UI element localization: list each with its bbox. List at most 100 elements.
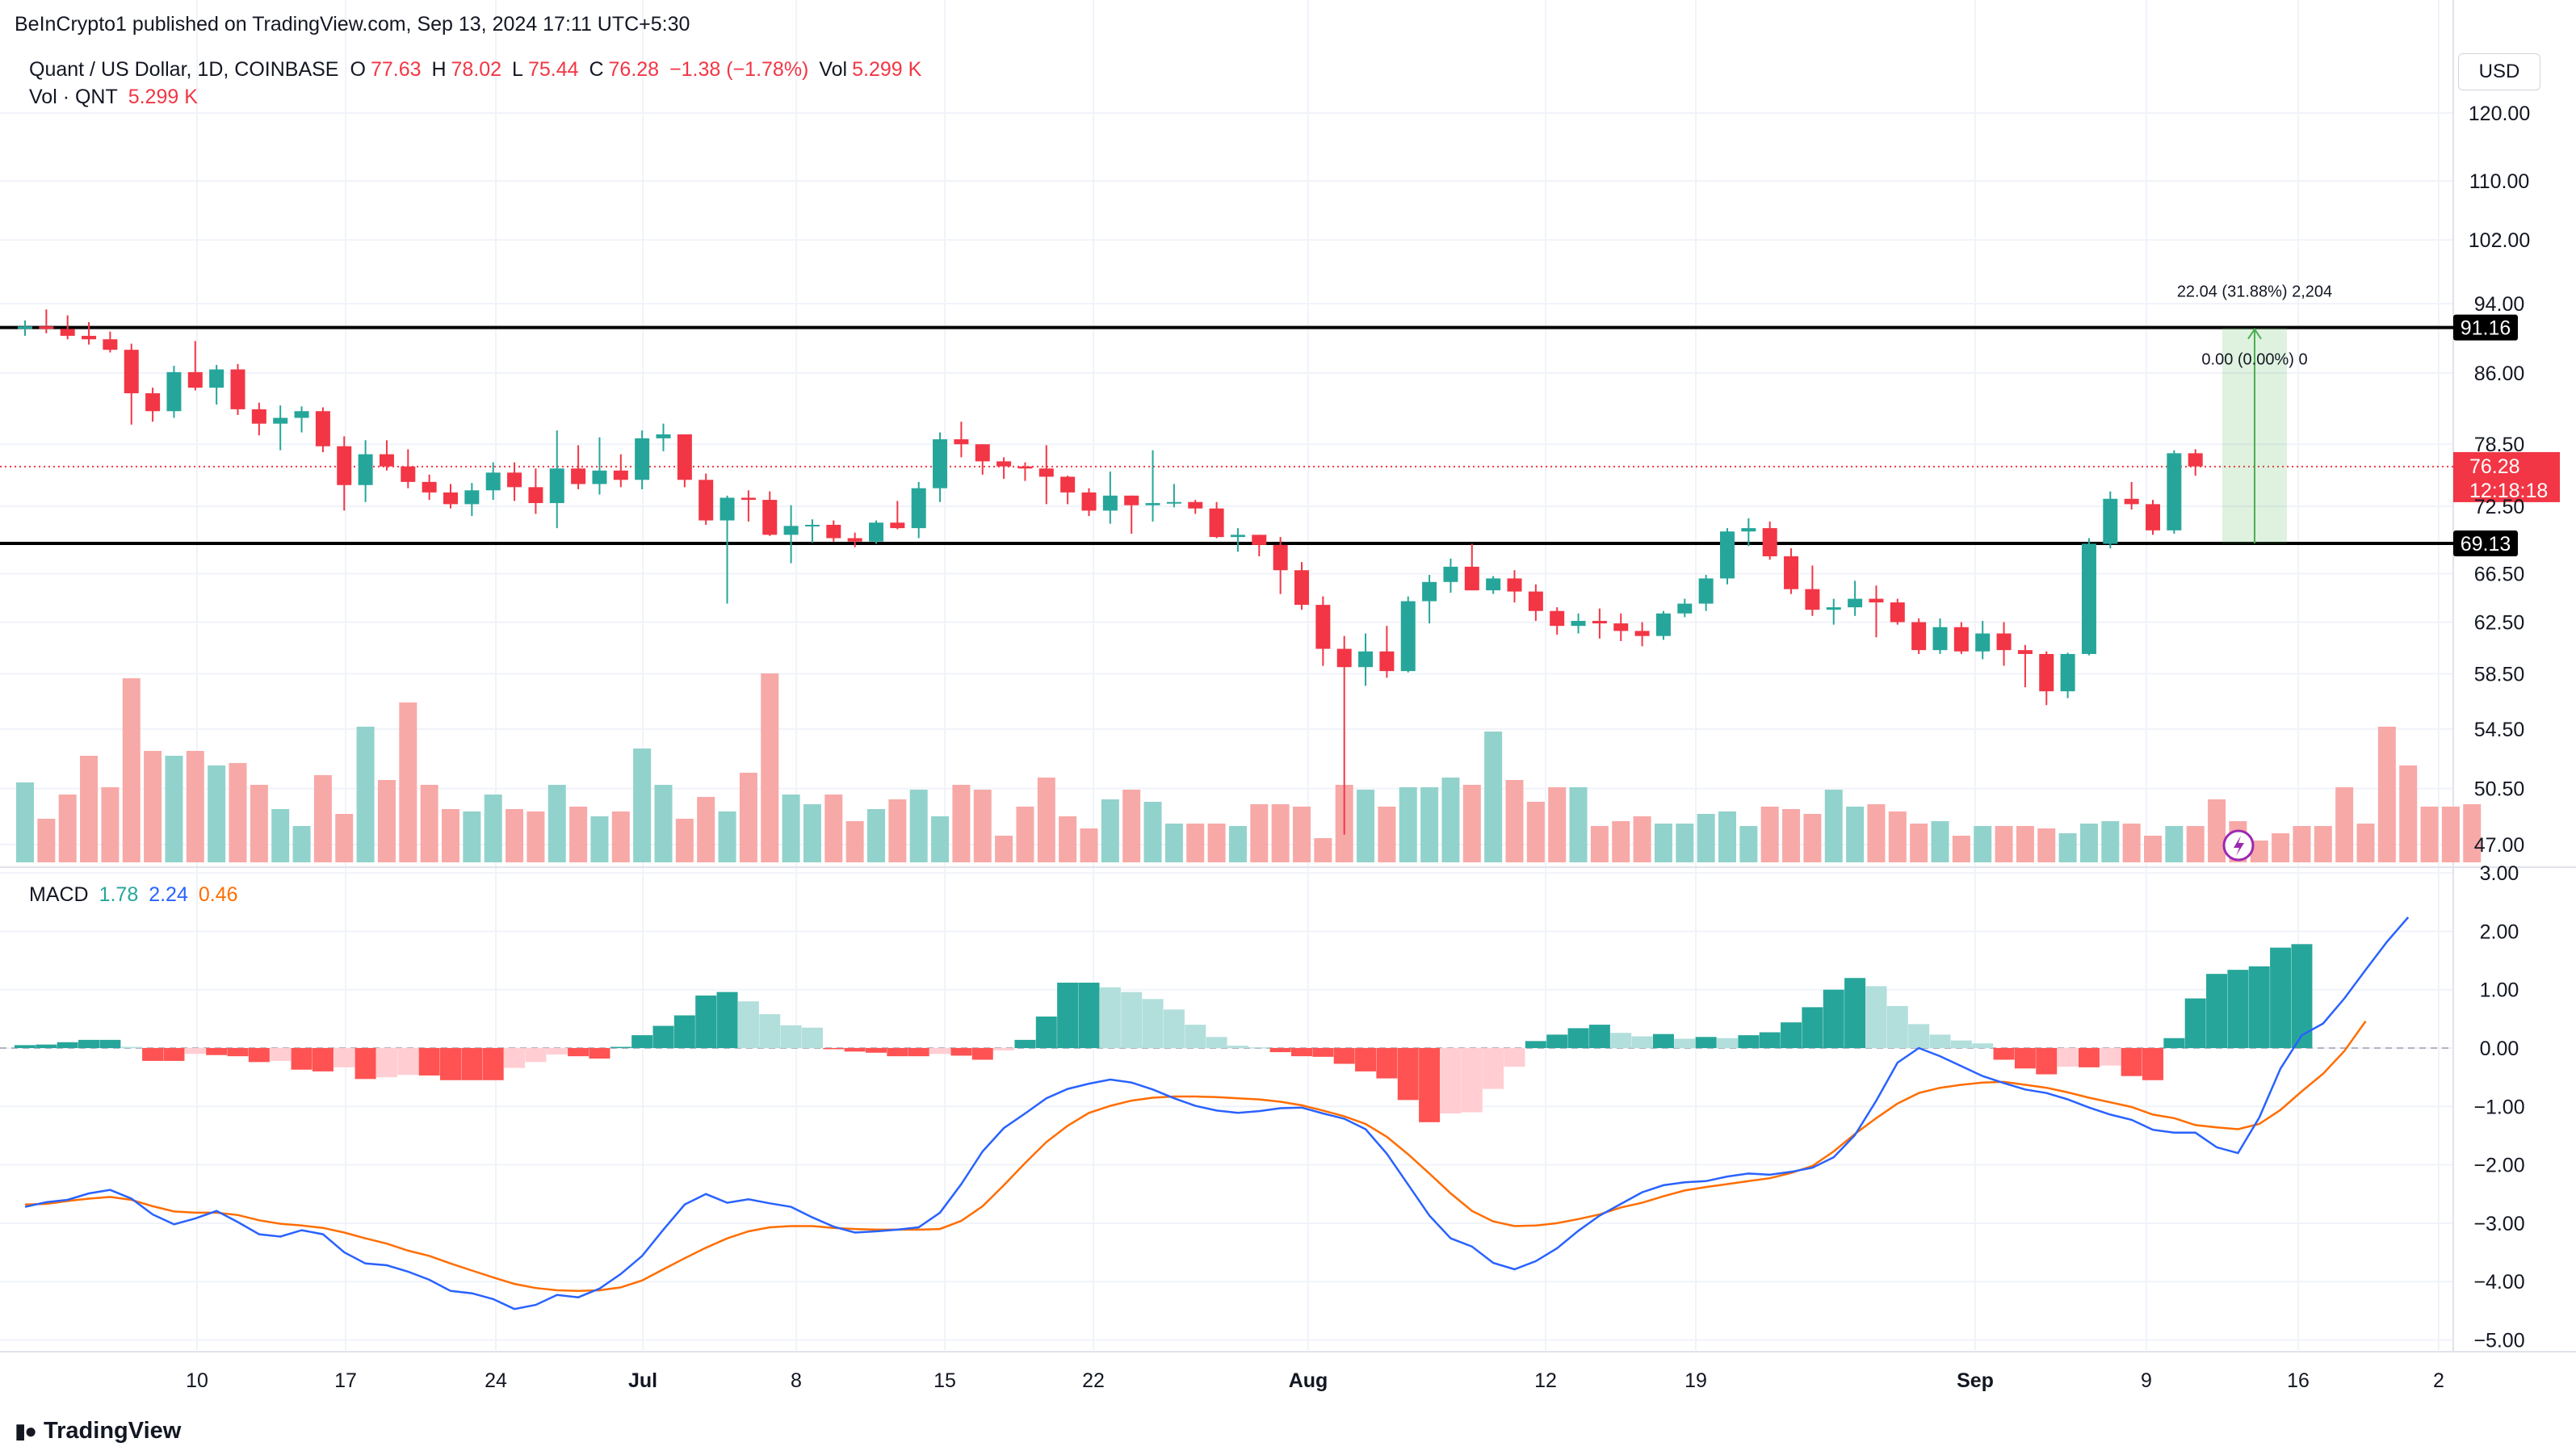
candle-body	[1634, 631, 1650, 636]
macd-histogram-bar	[1227, 1046, 1248, 1048]
candle-body	[1528, 591, 1543, 611]
volume-bar	[101, 787, 120, 862]
candle-body	[103, 339, 118, 350]
volume-bar	[271, 809, 290, 862]
volume-bar	[1995, 826, 2013, 862]
macd-histogram-bar	[1440, 1048, 1462, 1113]
volume-bar	[420, 785, 438, 862]
volume-bar	[1186, 824, 1205, 862]
macd-histogram-bar	[1163, 1009, 1185, 1048]
macd-histogram-bar	[206, 1048, 228, 1055]
volume-bar	[1314, 838, 1332, 862]
volume-bar	[569, 807, 588, 862]
volume-bar	[782, 795, 800, 862]
candle-body	[1464, 566, 1479, 591]
macd-legend-hist: 1.78	[99, 883, 139, 906]
volume-bar	[973, 790, 992, 862]
macd-histogram-bar	[1269, 1048, 1291, 1053]
candle-body	[1038, 468, 1054, 477]
volume-bar	[484, 795, 502, 862]
macd-histogram-bar	[780, 1025, 802, 1048]
candle-body	[273, 417, 288, 424]
volume-bar	[463, 811, 481, 862]
volume-bar	[1654, 824, 1672, 862]
volume-bar	[1101, 799, 1119, 862]
volume-bar	[144, 751, 162, 862]
legend-close-label: C	[589, 58, 604, 81]
tradingview-logo: ▮● TradingView	[15, 1418, 181, 1445]
currency-button[interactable]: USD	[2458, 53, 2540, 90]
legend-open-label: O	[350, 58, 366, 81]
candle-body	[762, 500, 778, 535]
candle-body	[2060, 653, 2075, 692]
macd-histogram-bar	[1078, 983, 1100, 1048]
volume-bar	[2058, 833, 2077, 862]
volume-bar	[1462, 785, 1481, 862]
volume-bar	[2208, 799, 2226, 862]
macd-histogram-bar	[142, 1048, 164, 1061]
candle-body	[1102, 495, 1118, 511]
macd-histogram-bar	[184, 1048, 206, 1055]
macd-tick-label: −3.00	[2473, 1213, 2524, 1235]
macd-histogram-bar	[334, 1048, 355, 1067]
macd-histogram-bar	[1248, 1047, 1270, 1049]
legend-change: −1.38 (−1.78%)	[669, 58, 809, 81]
volume-bar	[1974, 826, 1992, 862]
macd-histogram-bar	[2078, 1048, 2100, 1067]
legend-vol-value: 5.299 K	[852, 58, 922, 81]
macd-histogram-bar	[2163, 1038, 2185, 1048]
candle-body	[1784, 556, 1799, 589]
candle-body	[124, 350, 139, 394]
macd-histogram-bar	[78, 1039, 100, 1048]
volume-bar	[2314, 826, 2332, 862]
volume-bar	[633, 748, 652, 862]
macd-histogram-bar	[504, 1048, 526, 1068]
macd-histogram-bar	[993, 1048, 1015, 1050]
macd-histogram-bar	[2121, 1048, 2142, 1076]
candle-body	[1443, 566, 1458, 582]
macd-histogram-bar	[2036, 1048, 2058, 1075]
volume-bar	[80, 756, 99, 862]
volume-bar	[1037, 778, 1055, 862]
candle-body	[2167, 453, 2182, 530]
macd-tick-label: −1.00	[2473, 1096, 2524, 1118]
candle-body	[2103, 498, 2118, 544]
macd-histogram-bar	[1588, 1025, 1610, 1048]
candlesticks	[18, 309, 2203, 835]
candle-body	[804, 524, 820, 526]
volume-bar	[1357, 790, 1375, 862]
macd-histogram-bar	[1610, 1033, 1632, 1048]
candle-body	[1188, 501, 1203, 509]
macd-legend: MACD 1.78 2.24 0.46	[29, 883, 242, 907]
candle-body	[294, 411, 309, 418]
candle-body	[1826, 607, 1841, 610]
volume-bar	[1250, 804, 1269, 862]
volume-bar	[2101, 821, 2120, 862]
macd-tick-label: 1.00	[2480, 979, 2519, 1002]
level-label-0: 91.16	[2461, 317, 2511, 340]
macd-histogram-bar	[844, 1048, 866, 1052]
candle-body	[1486, 578, 1501, 591]
candle-body	[1698, 578, 1714, 604]
volume-bar	[1164, 824, 1183, 862]
candle-body	[1273, 544, 1288, 571]
candle-body	[826, 524, 841, 539]
level-tag-1	[2453, 530, 2518, 557]
candle-body	[1677, 603, 1693, 614]
volume-bar	[1888, 811, 1907, 862]
volume-bar	[654, 785, 673, 862]
macd-histogram-bar	[2227, 970, 2249, 1048]
candle-body	[635, 438, 650, 480]
volume-bar	[1271, 804, 1290, 862]
macd-histogram-bar	[568, 1048, 589, 1057]
candle-body	[869, 522, 883, 542]
candle-body	[1613, 623, 1629, 631]
price-tick-label: 54.50	[2474, 719, 2525, 741]
volume-bar	[16, 782, 34, 862]
candle-body	[1805, 589, 1820, 610]
candle-body	[528, 487, 543, 504]
volume-bar	[1122, 790, 1141, 862]
legend-close-value: 76.28	[608, 58, 660, 81]
